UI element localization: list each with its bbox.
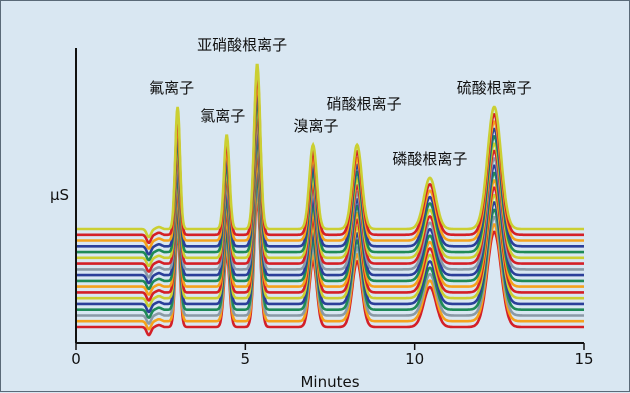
x-tick-label: 5 <box>241 350 251 368</box>
peak-label: 氯离子 <box>200 107 245 125</box>
peak-label: 溴离子 <box>294 117 339 135</box>
peak-label: 亚硝酸根离子 <box>197 36 287 54</box>
peak-label: 氟离子 <box>149 79 194 97</box>
chromatogram-traces <box>76 63 584 337</box>
peak-label: 磷酸根离子 <box>392 150 467 168</box>
peak-label: 硫酸根离子 <box>457 79 532 97</box>
peak-label: 硝酸根离子 <box>327 95 402 113</box>
x-tick-label: 10 <box>405 350 424 368</box>
x-axis-title: Minutes <box>300 373 359 391</box>
x-tick-label: 15 <box>574 350 593 368</box>
x-tick-label: 0 <box>71 350 81 368</box>
x-ticks: 0 5 10 15 <box>71 343 594 368</box>
chromatogram-trace <box>76 63 584 239</box>
y-axis-title: µS <box>50 186 69 204</box>
